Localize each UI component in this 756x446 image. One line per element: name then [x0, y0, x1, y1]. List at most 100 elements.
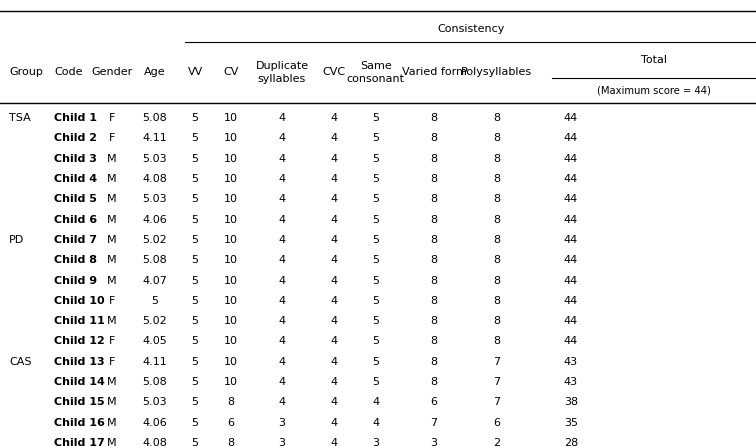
Text: 10: 10 — [224, 235, 237, 245]
Text: 4.06: 4.06 — [143, 215, 167, 225]
Text: 4: 4 — [278, 215, 286, 225]
Text: 8: 8 — [493, 336, 500, 347]
Text: M: M — [107, 235, 116, 245]
Text: 4: 4 — [278, 133, 286, 144]
Text: 10: 10 — [224, 174, 237, 184]
Text: F: F — [109, 113, 115, 123]
Text: Child 6: Child 6 — [54, 215, 98, 225]
Text: 6: 6 — [227, 417, 234, 428]
Text: 4: 4 — [278, 113, 286, 123]
Text: M: M — [107, 417, 116, 428]
Text: 5: 5 — [191, 438, 199, 446]
Text: 8: 8 — [493, 296, 500, 306]
Text: 5: 5 — [372, 133, 380, 144]
Text: 4: 4 — [330, 174, 338, 184]
Text: 5: 5 — [372, 154, 380, 164]
Text: M: M — [107, 438, 116, 446]
Text: 5.03: 5.03 — [143, 194, 167, 204]
Text: CVC: CVC — [323, 67, 345, 78]
Text: 5: 5 — [191, 154, 199, 164]
Text: 8: 8 — [227, 438, 234, 446]
Text: 5.08: 5.08 — [143, 113, 167, 123]
Text: PD: PD — [9, 235, 24, 245]
Text: 4.07: 4.07 — [143, 276, 167, 285]
Text: Child 3: Child 3 — [54, 154, 98, 164]
Text: 4: 4 — [330, 397, 338, 407]
Text: 8: 8 — [430, 215, 438, 225]
Text: Child 5: Child 5 — [54, 194, 98, 204]
Text: 8: 8 — [430, 133, 438, 144]
Text: 5: 5 — [191, 194, 199, 204]
Text: 8: 8 — [493, 174, 500, 184]
Text: 5: 5 — [191, 113, 199, 123]
Text: 5: 5 — [151, 296, 159, 306]
Text: 5: 5 — [372, 113, 380, 123]
Text: 4: 4 — [278, 235, 286, 245]
Text: 4: 4 — [330, 316, 338, 326]
Text: Child 16: Child 16 — [54, 417, 105, 428]
Text: 4: 4 — [330, 255, 338, 265]
Text: M: M — [107, 174, 116, 184]
Text: 2: 2 — [493, 438, 500, 446]
Text: 5: 5 — [372, 255, 380, 265]
Text: 4: 4 — [330, 154, 338, 164]
Text: Consistency: Consistency — [437, 24, 504, 34]
Text: 10: 10 — [224, 133, 237, 144]
Text: 5: 5 — [191, 215, 199, 225]
Text: CV: CV — [223, 67, 238, 78]
Text: Gender: Gender — [91, 67, 132, 78]
Text: 4: 4 — [330, 438, 338, 446]
Text: 4: 4 — [278, 377, 286, 387]
Text: 4.11: 4.11 — [143, 133, 167, 144]
Text: Duplicate
syllables: Duplicate syllables — [256, 61, 308, 84]
Text: 5: 5 — [372, 235, 380, 245]
Text: M: M — [107, 397, 116, 407]
Text: 5: 5 — [191, 377, 199, 387]
Text: M: M — [107, 194, 116, 204]
Text: 5: 5 — [191, 336, 199, 347]
Text: Child 12: Child 12 — [54, 336, 105, 347]
Text: 8: 8 — [430, 377, 438, 387]
Text: Total: Total — [641, 55, 667, 65]
Text: M: M — [107, 255, 116, 265]
Text: 44: 44 — [564, 194, 578, 204]
Text: Child 11: Child 11 — [54, 316, 105, 326]
Text: 5.08: 5.08 — [143, 255, 167, 265]
Text: 44: 44 — [564, 133, 578, 144]
Text: 4: 4 — [330, 417, 338, 428]
Text: 5.02: 5.02 — [143, 235, 167, 245]
Text: 5: 5 — [191, 276, 199, 285]
Text: 8: 8 — [493, 154, 500, 164]
Text: 5: 5 — [191, 174, 199, 184]
Text: Varied form: Varied form — [401, 67, 466, 78]
Text: Child 14: Child 14 — [54, 377, 105, 387]
Text: 8: 8 — [430, 235, 438, 245]
Text: 44: 44 — [564, 113, 578, 123]
Text: 44: 44 — [564, 255, 578, 265]
Text: 8: 8 — [493, 133, 500, 144]
Text: 4: 4 — [330, 133, 338, 144]
Text: M: M — [107, 377, 116, 387]
Text: 4: 4 — [372, 397, 380, 407]
Text: 10: 10 — [224, 255, 237, 265]
Text: 4: 4 — [330, 377, 338, 387]
Text: 8: 8 — [493, 235, 500, 245]
Text: 5: 5 — [191, 316, 199, 326]
Text: 28: 28 — [564, 438, 578, 446]
Text: 44: 44 — [564, 215, 578, 225]
Text: 4: 4 — [278, 397, 286, 407]
Text: 8: 8 — [493, 316, 500, 326]
Text: (Maximum score = 44): (Maximum score = 44) — [597, 85, 711, 95]
Text: 4: 4 — [278, 336, 286, 347]
Text: Child 8: Child 8 — [54, 255, 98, 265]
Text: 6: 6 — [430, 397, 438, 407]
Text: 5: 5 — [191, 357, 199, 367]
Text: 35: 35 — [564, 417, 578, 428]
Text: 3: 3 — [430, 438, 438, 446]
Text: 4: 4 — [278, 174, 286, 184]
Text: 10: 10 — [224, 215, 237, 225]
Text: TSA: TSA — [9, 113, 31, 123]
Text: 5.02: 5.02 — [143, 316, 167, 326]
Text: 4: 4 — [330, 235, 338, 245]
Text: 8: 8 — [430, 336, 438, 347]
